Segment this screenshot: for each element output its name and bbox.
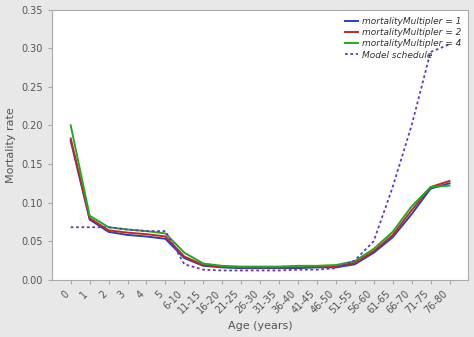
mortalityMultipler = 1 (87, 217, 92, 221)
mortalityMultipler = 2 (163, 235, 168, 239)
mortalityMultipler = 2 (106, 228, 111, 232)
mortalityMultipler = 1 (163, 237, 168, 241)
mortalityMultipler = 4 (447, 184, 452, 188)
mortalityMultipler = 2 (257, 265, 263, 269)
mortalityMultipler = 4 (68, 123, 73, 127)
mortalityMultipler = 2 (87, 216, 92, 220)
Legend: mortalityMultipler = 1, mortalityMultipler = 2, mortalityMultipler = 4, Model sc: mortalityMultipler = 1, mortalityMultipl… (342, 14, 464, 62)
mortalityMultipler = 2 (371, 249, 376, 253)
Model schedule (201, 268, 206, 272)
mortalityMultipler = 1 (276, 266, 282, 270)
mortalityMultipler = 2 (276, 265, 282, 269)
mortalityMultipler = 1 (428, 187, 433, 191)
Model schedule (371, 239, 376, 243)
mortalityMultipler = 4 (409, 204, 414, 208)
X-axis label: Age (years): Age (years) (228, 321, 292, 332)
mortalityMultipler = 4 (390, 230, 395, 234)
Model schedule (163, 229, 168, 233)
mortalityMultipler = 4 (163, 232, 168, 236)
Line: mortalityMultipler = 2: mortalityMultipler = 2 (71, 139, 449, 267)
Model schedule (276, 269, 282, 273)
mortalityMultipler = 1 (201, 264, 206, 268)
Model schedule (352, 258, 358, 263)
mortalityMultipler = 2 (182, 254, 187, 258)
mortalityMultipler = 2 (201, 263, 206, 267)
Line: mortalityMultipler = 4: mortalityMultipler = 4 (71, 125, 449, 267)
Model schedule (333, 266, 339, 270)
mortalityMultipler = 1 (125, 233, 130, 237)
mortalityMultipler = 4 (295, 264, 301, 268)
mortalityMultipler = 4 (87, 214, 92, 218)
mortalityMultipler = 4 (257, 265, 263, 269)
mortalityMultipler = 1 (447, 181, 452, 185)
mortalityMultipler = 2 (219, 265, 225, 269)
Model schedule (144, 229, 149, 233)
mortalityMultipler = 4 (352, 259, 358, 263)
mortalityMultipler = 1 (371, 251, 376, 255)
mortalityMultipler = 1 (314, 265, 320, 269)
Model schedule (68, 225, 73, 229)
mortalityMultipler = 2 (428, 185, 433, 189)
mortalityMultipler = 2 (333, 265, 339, 269)
mortalityMultipler = 1 (182, 256, 187, 260)
mortalityMultipler = 4 (125, 227, 130, 232)
mortalityMultipler = 4 (182, 251, 187, 255)
mortalityMultipler = 1 (144, 235, 149, 239)
mortalityMultipler = 2 (447, 179, 452, 183)
mortalityMultipler = 4 (371, 247, 376, 251)
mortalityMultipler = 2 (295, 265, 301, 269)
mortalityMultipler = 1 (295, 266, 301, 270)
mortalityMultipler = 1 (68, 139, 73, 143)
mortalityMultipler = 2 (144, 232, 149, 236)
Model schedule (125, 227, 130, 232)
Y-axis label: Mortality rate: Mortality rate (6, 107, 16, 183)
Model schedule (390, 185, 395, 189)
mortalityMultipler = 1 (106, 230, 111, 234)
mortalityMultipler = 4 (276, 265, 282, 269)
mortalityMultipler = 4 (238, 265, 244, 269)
mortalityMultipler = 4 (201, 262, 206, 266)
mortalityMultipler = 4 (428, 185, 433, 189)
mortalityMultipler = 2 (68, 136, 73, 141)
Line: mortalityMultipler = 1: mortalityMultipler = 1 (71, 141, 449, 268)
mortalityMultipler = 2 (238, 265, 244, 269)
mortalityMultipler = 4 (314, 264, 320, 268)
mortalityMultipler = 4 (333, 263, 339, 267)
Model schedule (219, 269, 225, 273)
mortalityMultipler = 1 (352, 262, 358, 266)
Model schedule (295, 268, 301, 272)
mortalityMultipler = 1 (333, 265, 339, 269)
Model schedule (106, 225, 111, 229)
Line: Model schedule: Model schedule (71, 44, 449, 271)
Model schedule (314, 268, 320, 272)
mortalityMultipler = 2 (125, 231, 130, 235)
mortalityMultipler = 1 (409, 212, 414, 216)
mortalityMultipler = 1 (219, 265, 225, 269)
Model schedule (87, 225, 92, 229)
mortalityMultipler = 1 (390, 235, 395, 239)
mortalityMultipler = 2 (390, 233, 395, 237)
mortalityMultipler = 2 (352, 261, 358, 265)
Model schedule (238, 269, 244, 273)
mortalityMultipler = 1 (238, 266, 244, 270)
mortalityMultipler = 4 (106, 225, 111, 229)
Model schedule (447, 42, 452, 46)
Model schedule (409, 123, 414, 127)
Model schedule (257, 269, 263, 273)
mortalityMultipler = 2 (409, 208, 414, 212)
mortalityMultipler = 4 (219, 264, 225, 268)
mortalityMultipler = 1 (257, 266, 263, 270)
Model schedule (428, 50, 433, 54)
Model schedule (182, 262, 187, 266)
mortalityMultipler = 4 (144, 229, 149, 233)
mortalityMultipler = 2 (314, 265, 320, 269)
